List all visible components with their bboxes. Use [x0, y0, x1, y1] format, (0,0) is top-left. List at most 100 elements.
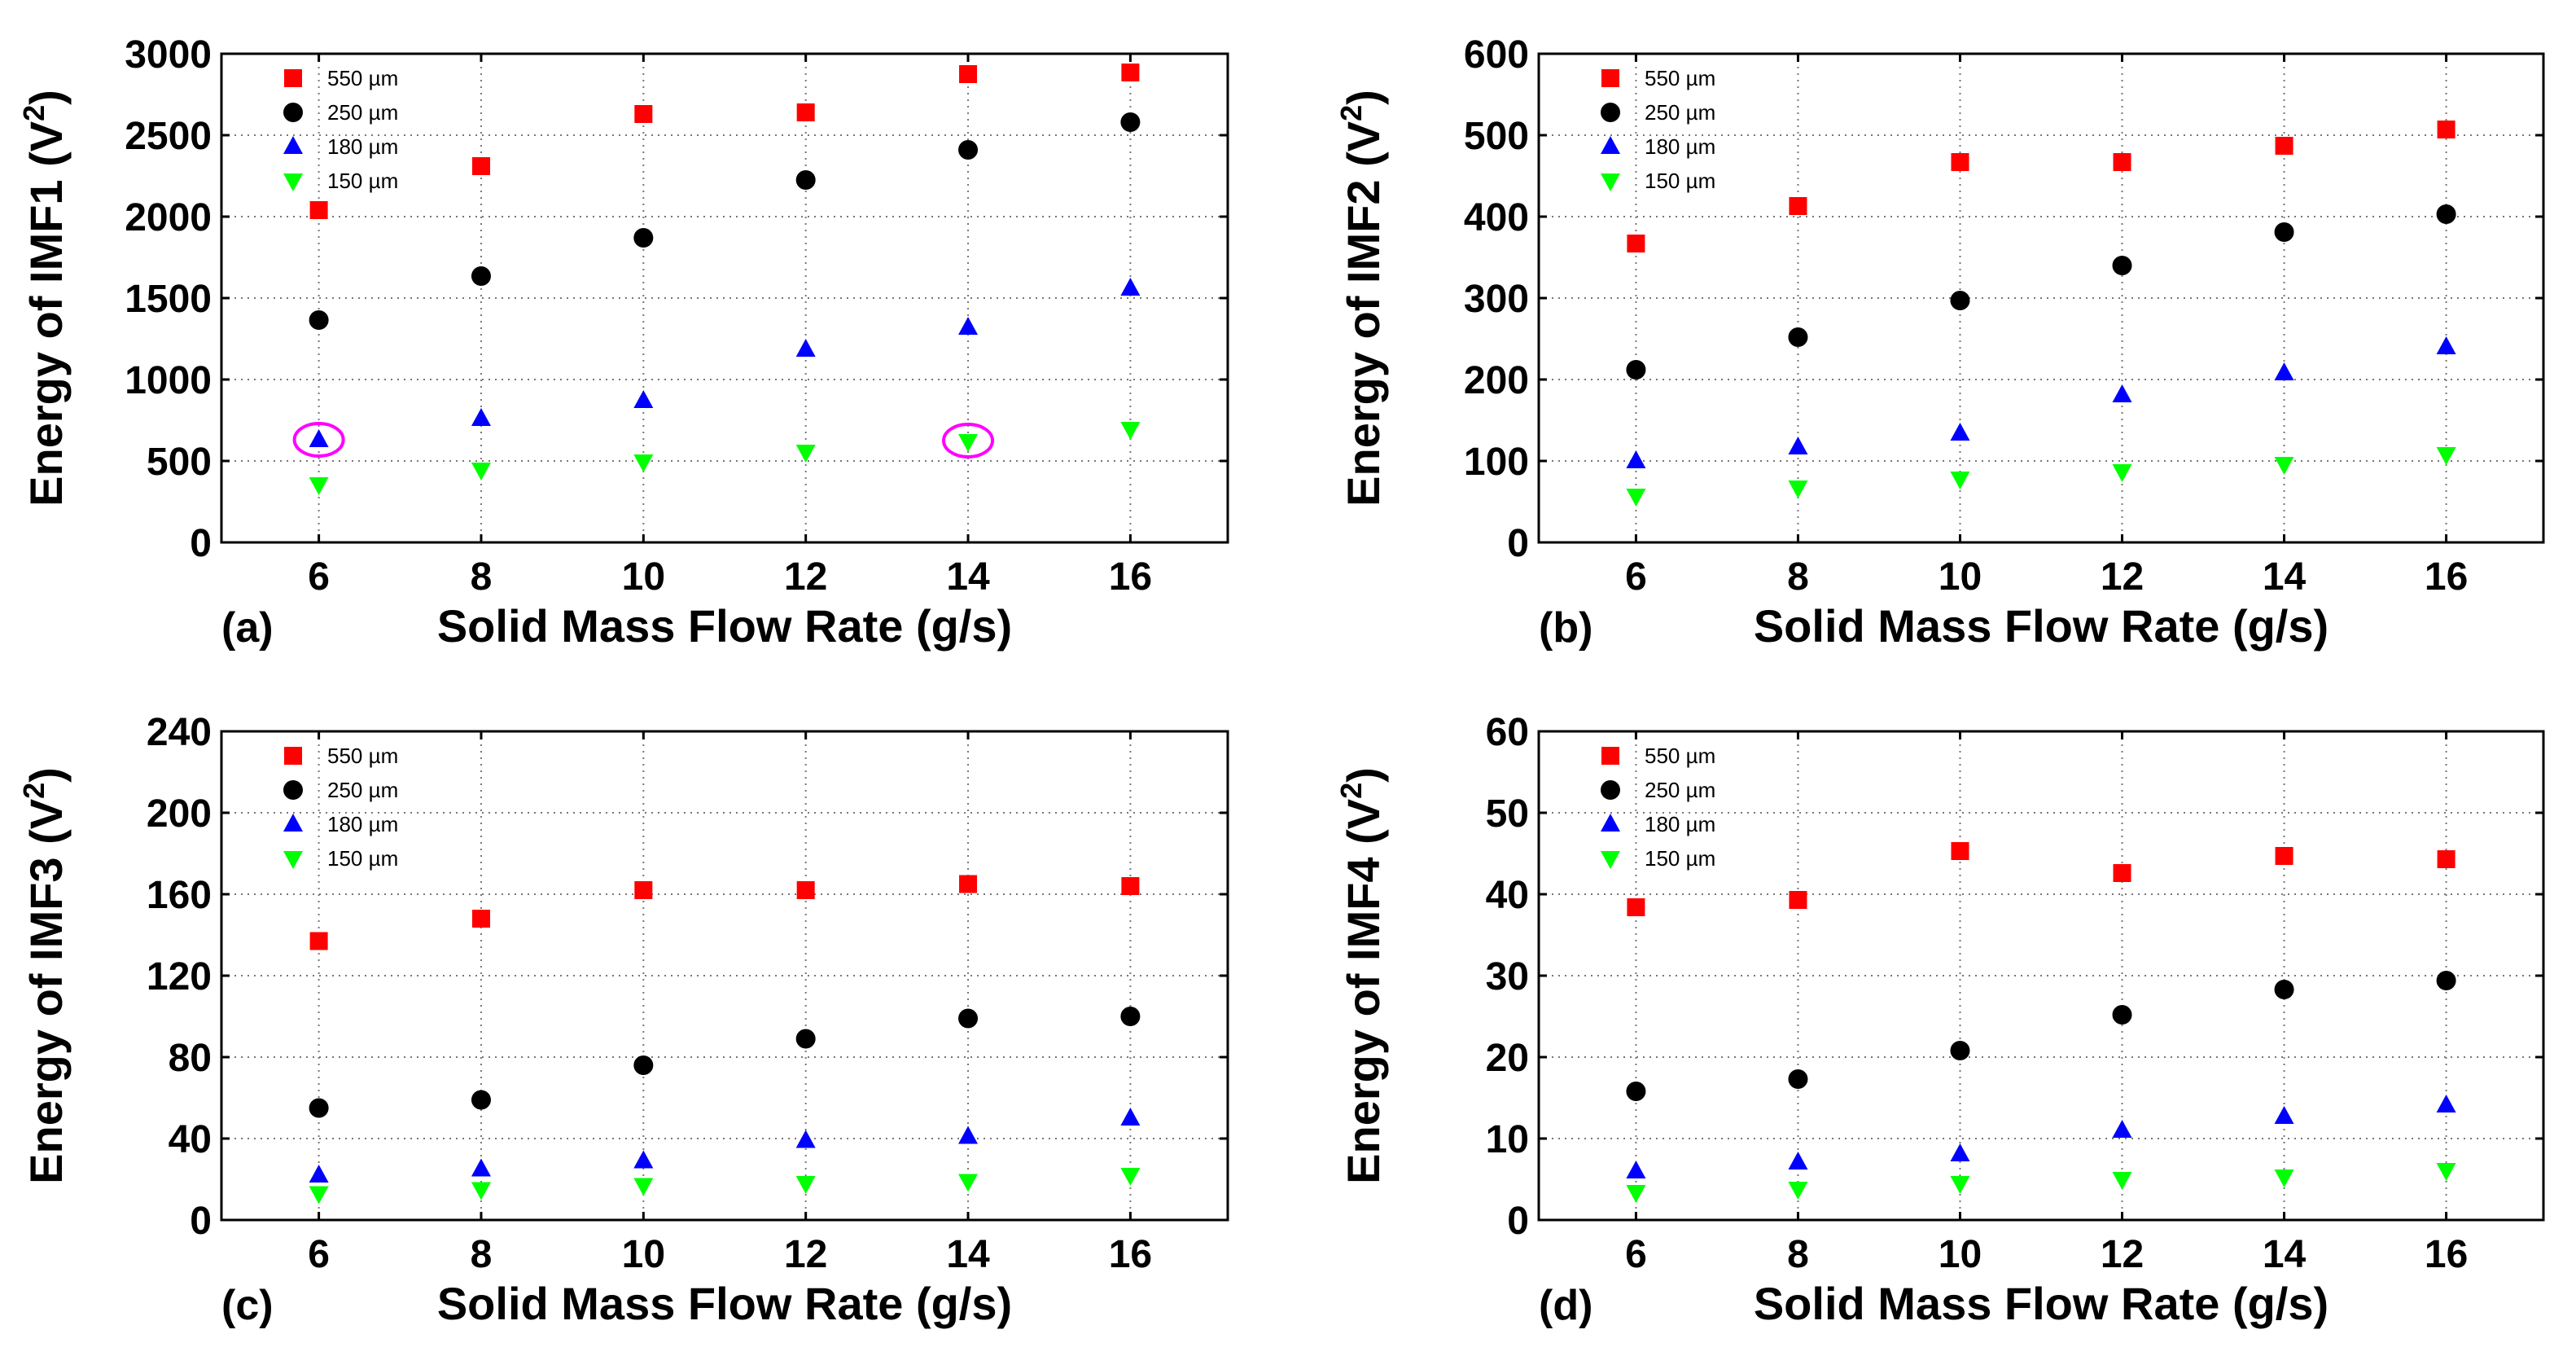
- data-point: [958, 434, 979, 452]
- data-point: [1788, 481, 1808, 498]
- y-tick-label: 100: [1464, 441, 1529, 484]
- data-point: [1120, 112, 1141, 132]
- data-point: [2274, 222, 2294, 242]
- data-point: [471, 1090, 491, 1110]
- legend-marker: [283, 814, 303, 832]
- panel-label: (c): [221, 1282, 274, 1329]
- legend-label: 250 µm: [1645, 778, 1715, 802]
- x-tick-label: 14: [946, 555, 990, 599]
- x-tick-label: 12: [784, 555, 827, 599]
- y-tick-label: 160: [147, 874, 212, 917]
- data-point: [1121, 877, 1140, 895]
- data-point: [2112, 1120, 2132, 1138]
- y-tick-label: 2000: [125, 196, 212, 239]
- x-tick-label: 10: [622, 1233, 665, 1276]
- data-point: [309, 1098, 329, 1118]
- data-point: [309, 1186, 329, 1205]
- y-tick-label: 0: [190, 1200, 212, 1243]
- y-axis-title-main: Energy of IMF3 (V: [20, 799, 72, 1184]
- x-tick-label: 10: [622, 555, 665, 599]
- y-axis-title-end: ): [20, 767, 72, 783]
- y-tick-label: 80: [169, 1037, 212, 1080]
- series-150um: [309, 422, 1141, 495]
- series-180um: [1626, 336, 2456, 468]
- data-point: [2274, 980, 2294, 999]
- data-point: [1626, 1161, 1646, 1178]
- data-point: [1788, 1069, 1808, 1089]
- data-point: [2436, 447, 2456, 465]
- data-point: [1626, 450, 1646, 468]
- x-tick-label: 14: [2263, 1233, 2307, 1276]
- data-point: [2112, 384, 2132, 402]
- highlight-ellipse: [942, 423, 995, 459]
- series-550um: [1627, 121, 2456, 252]
- data-point: [1788, 327, 1808, 347]
- data-point: [633, 1178, 654, 1196]
- data-point: [1788, 1152, 1808, 1169]
- legend-label: 150 µm: [327, 169, 398, 193]
- legend-label: 150 µm: [327, 846, 398, 871]
- data-point: [471, 266, 491, 286]
- data-point: [2436, 1163, 2456, 1181]
- x-tick-label: 14: [946, 1233, 990, 1276]
- legend: 550 µm 250 µm 180 µm 150 µm: [1601, 66, 1715, 193]
- series-150um: [1626, 447, 2456, 507]
- data-point: [796, 881, 815, 899]
- data-point: [1951, 842, 1969, 860]
- data-point: [1627, 235, 1645, 252]
- data-point: [958, 1174, 979, 1192]
- data-point: [1626, 360, 1646, 380]
- y-tick-label: 120: [147, 955, 212, 998]
- data-point: [2112, 1005, 2132, 1025]
- legend-marker: [283, 173, 303, 191]
- y-axis-title-main: Energy of IMF4 (V: [1338, 799, 1389, 1184]
- data-point: [795, 1029, 816, 1049]
- x-tick-label: 6: [1625, 1233, 1647, 1276]
- legend-label: 150 µm: [1645, 846, 1715, 871]
- y-axis-title-sup: 2: [1334, 783, 1368, 799]
- data-point: [309, 1165, 329, 1183]
- y-tick-label: 600: [1464, 33, 1529, 77]
- legend-label: 250 µm: [327, 778, 398, 802]
- series-180um: [1626, 1095, 2456, 1178]
- legend-marker: [1601, 851, 1620, 869]
- series-550um: [309, 64, 1140, 219]
- legend-marker: [283, 136, 303, 154]
- data-point: [471, 1182, 491, 1200]
- x-axis-title: Solid Mass Flow Rate (g/s): [437, 1278, 1012, 1329]
- grid: [221, 54, 1228, 542]
- y-axis-title-sup: 2: [17, 105, 50, 121]
- legend-label: 550 µm: [327, 66, 398, 90]
- x-tick-label: 10: [1939, 1233, 1982, 1276]
- y-tick-label: 500: [147, 441, 212, 484]
- x-tick-label: 8: [1787, 1233, 1809, 1276]
- data-point: [1788, 437, 1808, 454]
- series-180um: [309, 278, 1141, 447]
- grid: [1539, 731, 2543, 1220]
- data-point: [1950, 472, 1970, 489]
- x-tick-label: 12: [2101, 555, 2144, 599]
- legend-marker: [1601, 173, 1620, 191]
- data-point: [309, 310, 329, 330]
- series-550um: [1627, 842, 2456, 916]
- data-point: [2437, 850, 2456, 868]
- data-point: [1120, 1108, 1141, 1126]
- data-point: [2436, 204, 2456, 224]
- x-tick-label: 8: [471, 1233, 493, 1276]
- y-tick-label: 400: [1464, 196, 1529, 239]
- y-axis-title: Energy of IMF1 (V2): [17, 90, 72, 507]
- panel-label: (a): [221, 604, 274, 652]
- data-point: [1950, 423, 1970, 441]
- series-250um: [309, 112, 1141, 330]
- y-tick-label: 40: [1486, 874, 1529, 917]
- data-point: [1626, 1082, 1646, 1101]
- series-250um: [1626, 204, 2456, 380]
- highlight-ellipse: [292, 422, 345, 458]
- data-point: [959, 65, 978, 83]
- legend-marker: [1601, 747, 1619, 765]
- data-point: [2112, 1172, 2132, 1190]
- data-point: [1120, 422, 1141, 440]
- x-tick-label: 8: [1787, 555, 1809, 599]
